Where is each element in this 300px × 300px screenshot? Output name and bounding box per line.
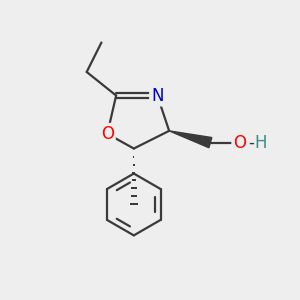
Text: H: H bbox=[255, 134, 267, 152]
Text: -: - bbox=[248, 134, 254, 152]
Text: N: N bbox=[151, 86, 164, 104]
Text: O: O bbox=[101, 125, 114, 143]
Polygon shape bbox=[169, 131, 212, 148]
Text: O: O bbox=[233, 134, 246, 152]
